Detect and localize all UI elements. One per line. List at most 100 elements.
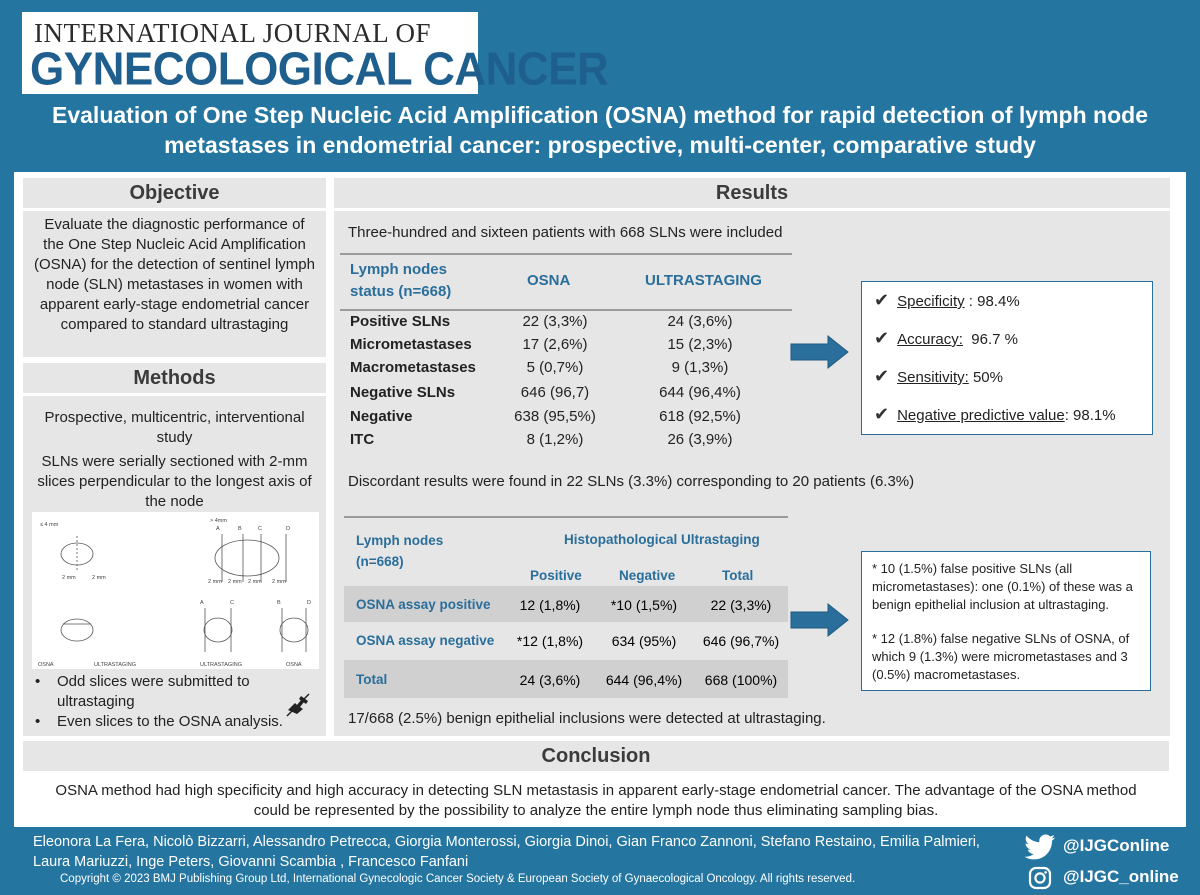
metrics-box: ✔ Specificity : 98.4% ✔ Accuracy: 96.7 % ✔… [861, 281, 1153, 435]
benign-inclusions-text: 17/668 (2.5%) benign epithelial inclusio… [348, 710, 826, 727]
arrow-right-icon [790, 602, 850, 638]
table2-row2-pos: *12 (1,8%) [516, 633, 584, 649]
table2-col-positive: Positive [530, 568, 582, 583]
twitter-handle[interactable]: @IJGConline [1063, 836, 1170, 855]
check-icon: ✔ [874, 366, 890, 386]
table2-row-bg-3 [344, 660, 788, 698]
table1-header-osna: OSNA [527, 272, 571, 289]
conclusion-heading: Conclusion [23, 741, 1169, 771]
table2-row1-pos: 12 (1,8%) [519, 597, 581, 613]
label-ultrastaging-2: ULTRASTAGING [200, 662, 242, 668]
results-heading: Results [334, 178, 1170, 208]
hand-icon [285, 692, 311, 718]
node-large [214, 539, 280, 577]
table2-row3-tot: 668 (100%) [704, 672, 778, 688]
instagram-handle[interactable]: @IJGC_online [1063, 867, 1179, 886]
ultrastaging-table: Lymph nodes (n=668) Histopathological Ul… [344, 516, 788, 702]
table-row: Negative SLNs 646 (96,7) 644 (96,4%) [350, 383, 741, 401]
copyright: Copyright © 2023 BMJ Publishing Group Lt… [60, 873, 856, 885]
journal-logo: INTERNATIONAL JOURNAL OF GYNECOLOGICAL C… [22, 12, 609, 95]
journal-name-top: INTERNATIONAL JOURNAL OF [34, 18, 431, 48]
check-icon: ✔ [874, 328, 890, 348]
label-a2: A [200, 600, 204, 606]
label-2mm-4: 2 mm [228, 579, 242, 585]
metric-specificity: ✔ Specificity : 98.4% [874, 290, 1020, 310]
label-le4: ≤ 4 mm [40, 522, 59, 528]
bullet-odd: • Odd slices were submitted to ultrastag… [35, 672, 285, 712]
methods-heading: Methods [23, 363, 326, 393]
label-c2: C [230, 600, 234, 606]
lymph-status-table: Lymph nodes status (n=668) OSNA ULTRASTA… [340, 253, 792, 455]
table2-row1-label: OSNA assay positive [356, 597, 491, 612]
table1-header-ultra: ULTRASTAGING [645, 272, 762, 289]
table1-header-status: Lymph nodes status (n=668) [350, 261, 452, 300]
bullet-dot: • [35, 713, 41, 730]
label-2mm-2: 2 mm [92, 575, 106, 581]
table-row: Micrometastases 17 (2,6%) 15 (2,3%) [350, 336, 733, 353]
methods-sectioning: SLNs were serially sectioned with 2-mm s… [37, 453, 312, 510]
table2-row1-tot: 22 (3,3%) [710, 597, 772, 613]
label-osna-1: OSNA [38, 662, 54, 668]
check-icon: ✔ [874, 290, 890, 310]
table2-col-total: Total [722, 568, 754, 583]
instagram-icon[interactable] [1028, 866, 1052, 890]
twitter-icon[interactable] [1024, 834, 1056, 860]
metric-accuracy: ✔ Accuracy: 96.7 % [874, 328, 1018, 348]
conclusion-text: OSNA method had high specificity and hig… [55, 782, 1137, 819]
label-2mm-5: 2 mm [248, 579, 262, 585]
bullet-dot: • [35, 673, 41, 690]
label-a1: A [216, 526, 220, 532]
label-2mm-3: 2 mm [208, 579, 222, 585]
metric-npv: ✔ Negative predictive value: 98.1% [874, 404, 1116, 424]
bullet-even-text: Even slices to the OSNA analysis. [57, 713, 283, 730]
label-2mm-1: 2 mm [62, 575, 76, 581]
discordant-text: Discordant results were found in 22 SLNs… [348, 473, 915, 490]
methods-box: Prospective, multicentric, interventiona… [23, 396, 326, 736]
note-false-negative: * 12 (1.8%) false negative SLNs of OSNA,… [872, 631, 1130, 682]
node-half-osna [60, 618, 94, 642]
table2-row3-label: Total [356, 672, 388, 687]
label-ultrastaging-1: ULTRASTAGING [94, 662, 136, 668]
objective-box: Evaluate the diagnostic performance of t… [23, 211, 326, 357]
table2-row1-neg: *10 (1,5%) [610, 597, 678, 613]
table2-header-group: Histopathological Ultrastaging [564, 532, 760, 547]
sectioning-diagram-svg: ≤ 4 mm > 4mm A B C D 2 mm 2 mm 2 mm 2 mm… [38, 518, 311, 668]
label-2mm-6: 2 mm [272, 579, 286, 585]
table2-row2-neg: 634 (95%) [611, 633, 677, 649]
methods-design: Prospective, multicentric, interventiona… [44, 409, 305, 446]
sectioning-diagram: ≤ 4 mm > 4mm A B C D 2 mm 2 mm 2 mm 2 mm… [32, 512, 319, 669]
article-title: Evaluation of One Step Nucleic Acid Ampl… [20, 100, 1180, 164]
table2-row-bg-1 [344, 586, 788, 622]
label-d1: D [286, 526, 290, 532]
objective-heading: Objective [23, 178, 326, 208]
label-d2: D [307, 600, 311, 606]
results-intro: Three-hundred and sixteen patients with … [348, 224, 783, 241]
objective-text: Evaluate the diagnostic performance of t… [34, 216, 315, 333]
label-osna-2: OSNA [286, 662, 302, 668]
table-row: ITC 8 (1,2%) 26 (3,9%) [350, 431, 733, 448]
node-half-ultra [203, 617, 233, 643]
check-icon: ✔ [874, 404, 890, 424]
bullet-even: • Even slices to the OSNA analysis. [35, 712, 285, 732]
table2-col-negative: Negative [619, 568, 676, 583]
table-row: Macrometastases 5 (0,7%) 9 (1,3%) [350, 359, 729, 376]
label-gt4: > 4mm [210, 518, 227, 524]
methods-bullets: • Odd slices were submitted to ultrastag… [35, 672, 285, 732]
label-b1: B [238, 526, 242, 532]
table-row: Positive SLNs 22 (3,3%) 24 (3,6%) [350, 313, 733, 330]
table2-row3-neg: 644 (96,4%) [605, 672, 683, 688]
bullet-odd-text: Odd slices were submitted to ultrastagin… [57, 673, 250, 710]
table2-row2-label: OSNA assay negative [356, 633, 495, 648]
notes-box: * 10 (1.5%) false positive SLNs (all mic… [861, 551, 1151, 691]
table-row: Negative 638 (95,5%) 618 (92,5%) [350, 408, 741, 425]
table2-row2-tot: 646 (96,7%) [702, 633, 780, 649]
note-false-positive: * 10 (1.5%) false positive SLNs (all mic… [872, 561, 1133, 612]
node-half-osna-2 [279, 617, 309, 643]
table1-body: Positive SLNs 22 (3,3%) 24 (3,6%) Micromet… [350, 310, 790, 451]
metric-sensitivity: ✔ Sensitivity: 50% [874, 366, 1003, 386]
label-b2: B [277, 600, 281, 606]
journal-name-main: GYNECOLOGICAL CANCER [30, 43, 609, 96]
title-line-1: Evaluation of One Step Nucleic Acid Ampl… [52, 102, 1148, 128]
title-line-2: metastases in endometrial cancer: prospe… [164, 132, 1036, 158]
table2-row3-pos: 24 (3,6%) [519, 672, 581, 688]
